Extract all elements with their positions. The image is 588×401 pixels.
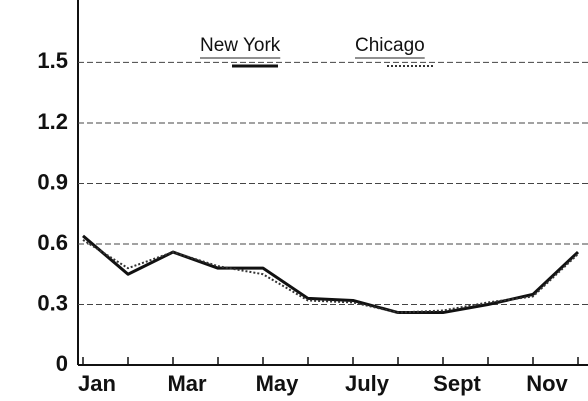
x-tick-label: Sept: [433, 371, 481, 396]
x-tick-label: Nov: [526, 371, 568, 396]
x-tick-label: May: [256, 371, 300, 396]
x-tick-label: July: [345, 371, 390, 396]
y-tick-label: 0.6: [37, 230, 68, 255]
x-tick-label: Jan: [78, 371, 116, 396]
y-tick-label: 1.5: [37, 48, 68, 73]
legend-label: New York: [200, 35, 281, 56]
line-series: [82, 239, 579, 314]
y-tick-label: 1.2: [37, 109, 68, 134]
x-tick-label: Mar: [167, 371, 207, 396]
y-tick-label: 0.3: [37, 290, 68, 315]
y-tick-label: 0.9: [37, 169, 68, 194]
y-tick-label: 0: [56, 351, 68, 376]
legend-label: Chicago: [355, 35, 425, 56]
